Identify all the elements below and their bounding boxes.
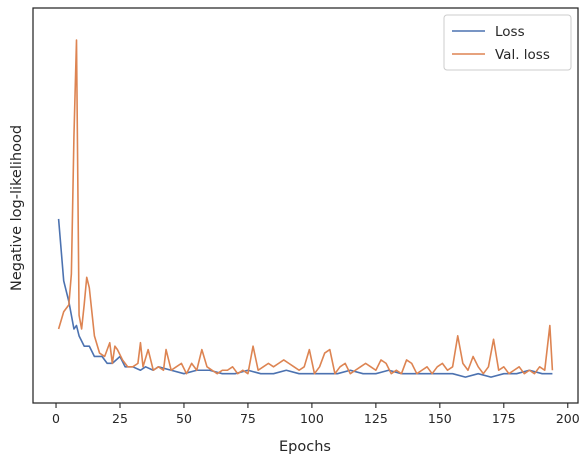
x-tick-label: 25 (112, 411, 128, 426)
x-tick-label: 100 (300, 411, 324, 426)
plot-area (32, 7, 579, 404)
x-tick-label: 75 (240, 411, 256, 426)
x-tick-label: 0 (52, 411, 60, 426)
x-tick-label: 125 (364, 411, 388, 426)
x-tick-label: 200 (556, 411, 580, 426)
legend-label-val-loss: Val. loss (495, 47, 550, 63)
x-tick-label: 50 (176, 411, 192, 426)
series-line-val-loss (57, 39, 554, 375)
legend: Loss Val. loss (443, 14, 572, 71)
x-tick-label: 175 (492, 411, 516, 426)
x-axis-ticks: 0 25 50 75 100 125 150 175 200 (52, 403, 580, 426)
series-layer (57, 39, 554, 378)
y-axis-label: Negative log-likelihood (9, 125, 25, 291)
x-tick-label: 150 (428, 411, 452, 426)
x-axis-label: Epochs (279, 439, 331, 455)
legend-box (443, 14, 572, 71)
legend-label-loss: Loss (495, 24, 525, 40)
